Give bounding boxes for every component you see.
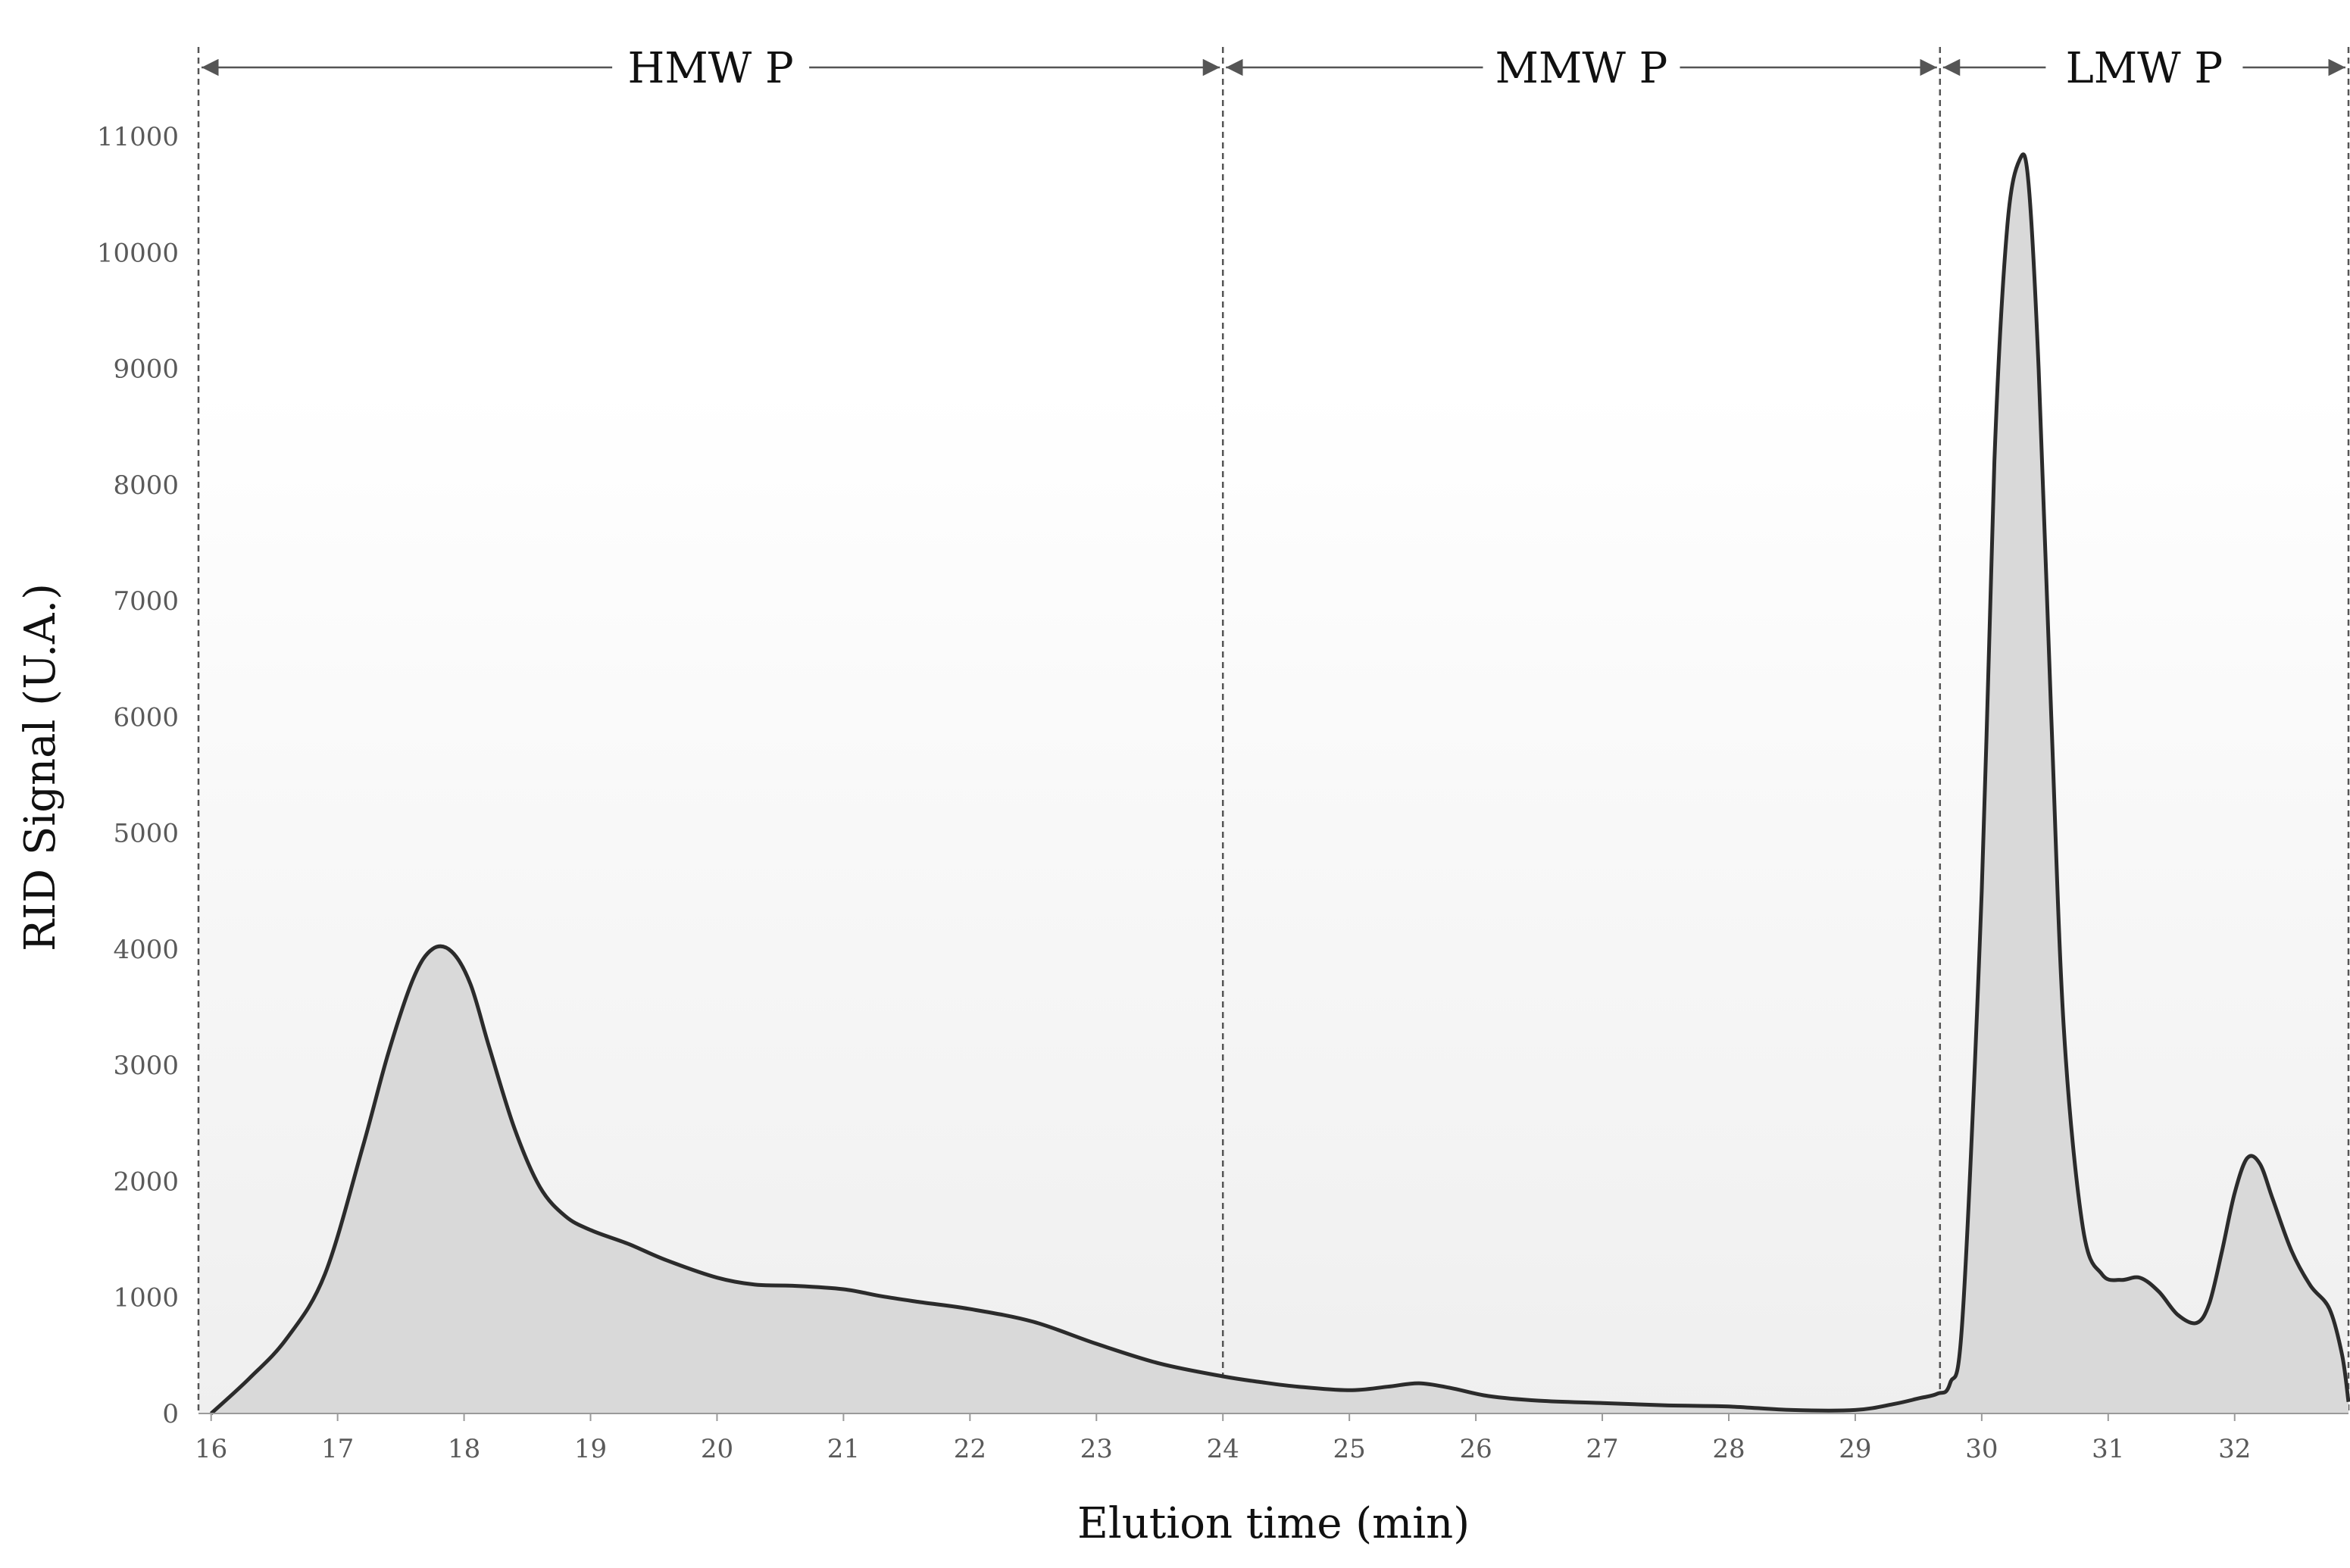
region-label: MMW P: [1495, 44, 1668, 93]
x-tick-label: 19: [574, 1434, 607, 1464]
y-tick-label: 1000: [113, 1283, 179, 1313]
x-tick-label: 24: [1207, 1434, 1239, 1464]
y-tick-label: 9000: [113, 355, 179, 385]
y-axis: 0 1000 2000 3000 4000 5000 6000 7000 8000 9000 100…: [97, 122, 179, 1429]
x-tick-label: 32: [2218, 1434, 2251, 1464]
y-tick-label: 10000: [97, 238, 179, 268]
y-tick-label: 11000: [97, 122, 179, 152]
y-tick-label: 5000: [113, 819, 179, 849]
y-tick-label: 6000: [113, 702, 179, 732]
x-tick-label: 25: [1333, 1434, 1366, 1464]
y-tick-label: 2000: [113, 1167, 179, 1197]
y-tick-label: 4000: [113, 935, 179, 965]
x-tick-label: 26: [1459, 1434, 1492, 1464]
x-tick-label: 29: [1839, 1434, 1871, 1464]
x-tick-label: 23: [1080, 1434, 1113, 1464]
region-layer: HMW P MMW P LMW P: [197, 44, 2350, 1413]
y-tick-label: 3000: [113, 1051, 179, 1081]
region-label: HMW P: [628, 44, 794, 93]
x-tick-label: 27: [1586, 1434, 1618, 1464]
y-tick-label: 7000: [113, 586, 179, 617]
signal-line: [209, 152, 2350, 1415]
signal-area: [211, 154, 2349, 1413]
x-tick-label: 28: [1712, 1434, 1745, 1464]
x-tick-label: 20: [701, 1434, 733, 1464]
y-tick-label: 0: [162, 1399, 179, 1429]
x-tick-label: 16: [195, 1434, 227, 1464]
x-tick-label: 18: [448, 1434, 480, 1464]
y-tick-label: 8000: [113, 470, 179, 501]
region-label: LMW P: [2066, 44, 2223, 93]
x-tick-label: 21: [827, 1434, 860, 1464]
x-axis: 16 17 18 19 20 21 22 23 24 25 26 27 28 29 30 31 32: [195, 1413, 2348, 1464]
x-axis-title: Elution time (min): [1077, 1499, 1470, 1548]
x-tick-label: 17: [321, 1434, 354, 1464]
x-tick-label: 22: [954, 1434, 986, 1464]
x-tick-label: 31: [2092, 1434, 2124, 1464]
y-axis-title: RID Signal (U.A.): [16, 583, 65, 951]
x-tick-label: 30: [1965, 1434, 1998, 1464]
